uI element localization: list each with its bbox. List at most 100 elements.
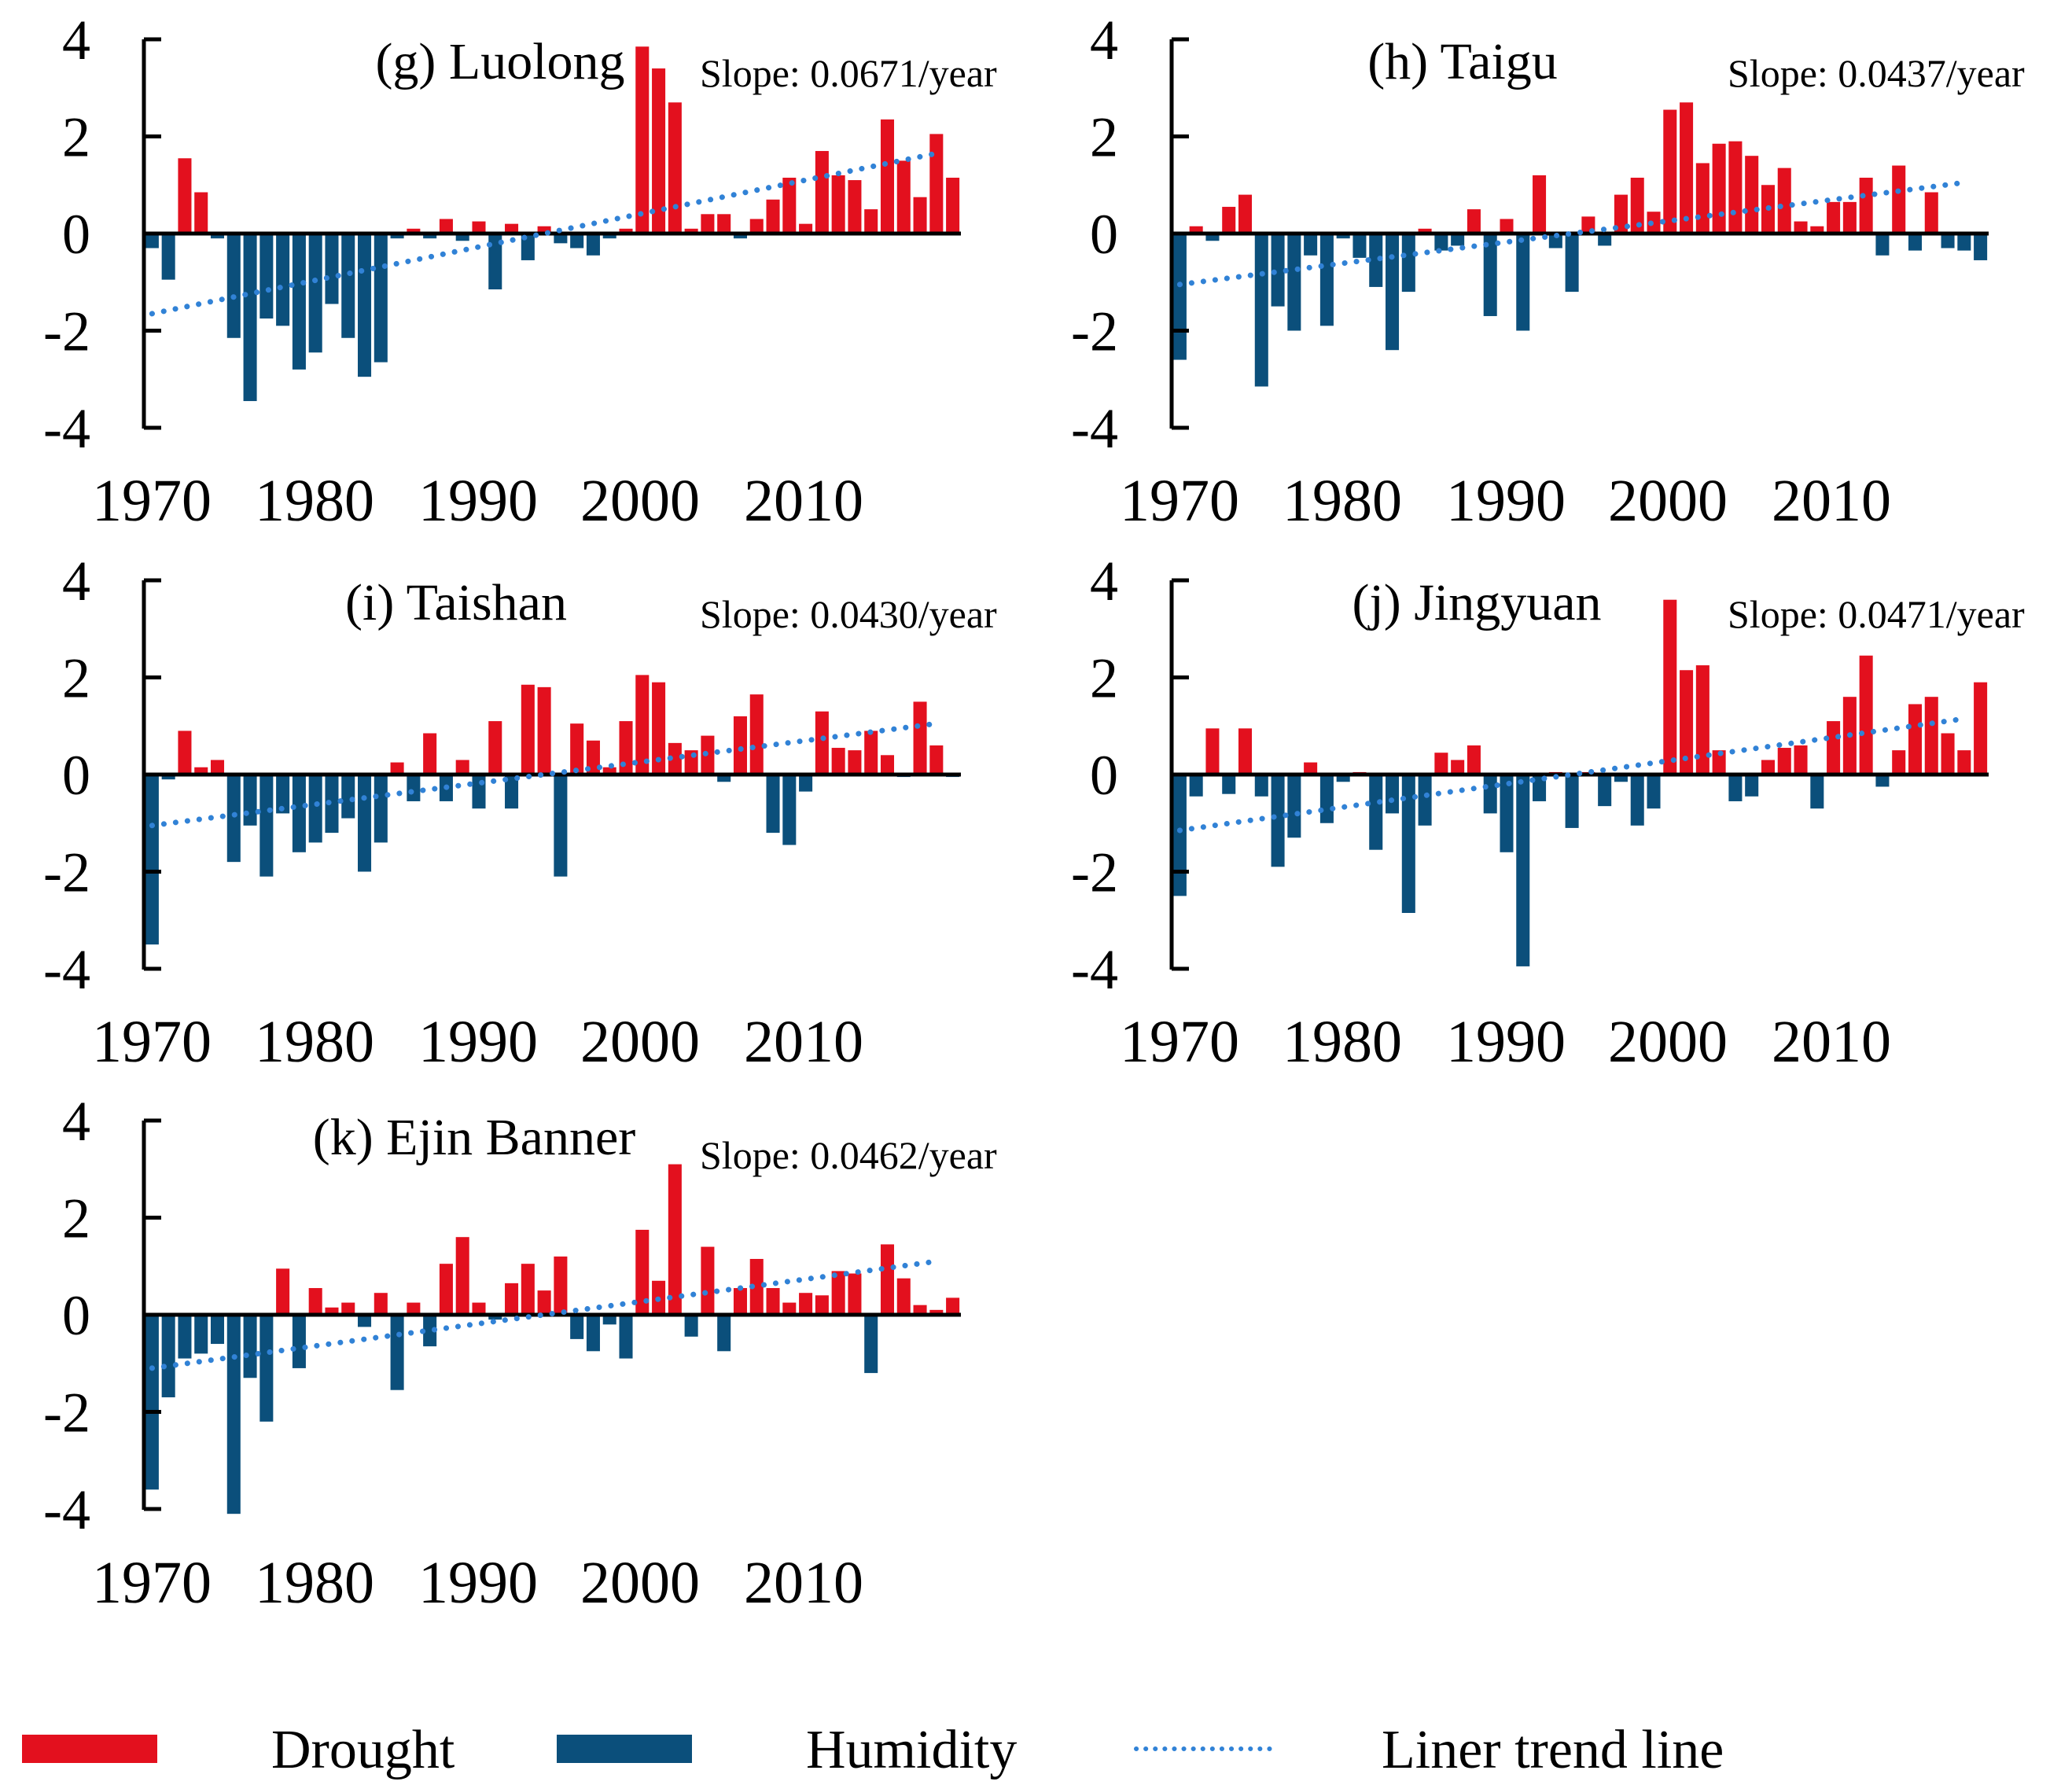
bar-1992: [505, 1283, 519, 1315]
bar-2015: [880, 119, 895, 234]
bar-2001: [652, 682, 666, 775]
bar-2009: [782, 775, 797, 845]
bar-2011: [815, 1295, 829, 1315]
bar-1990: [472, 775, 486, 809]
bar-2008: [766, 199, 780, 234]
bar-1996: [570, 723, 584, 775]
bar-2002: [668, 102, 682, 234]
bar-1986: [407, 775, 421, 801]
y-tick-label: -2: [43, 1382, 90, 1445]
bar-1982: [341, 775, 355, 819]
bar-1994: [1565, 775, 1579, 828]
bar-2010: [1827, 201, 1841, 234]
bar-2016: [896, 1278, 911, 1315]
bar-1990: [1500, 775, 1514, 852]
bar-2017: [913, 1305, 927, 1315]
bar-1984: [1401, 234, 1415, 293]
bar-1984: [374, 1293, 388, 1315]
bar-2008: [1794, 221, 1808, 234]
bar-1983: [358, 1315, 372, 1327]
bar-2003: [684, 1315, 698, 1337]
bar-2012: [1859, 655, 1873, 775]
bar-1974: [1238, 194, 1253, 234]
bar-1986: [407, 1302, 421, 1315]
y-tick-label: 0: [62, 203, 90, 266]
bar-2008: [766, 775, 780, 834]
bar-2017: [1941, 733, 1955, 775]
bar-1972: [178, 731, 192, 775]
bar-2009: [1810, 226, 1824, 234]
bar-1972: [1205, 728, 1220, 775]
bar-1978: [1304, 234, 1318, 256]
bar-1970: [145, 234, 159, 248]
bar-2003: [684, 228, 698, 234]
y-tick-label: -4: [43, 938, 90, 1001]
bar-1976: [243, 1315, 257, 1378]
y-tick-label: 2: [62, 1187, 90, 1250]
x-tick-label: 2010: [744, 468, 863, 534]
bar-2010: [799, 1293, 813, 1315]
x-tick-label: 1980: [1283, 1009, 1402, 1075]
bar-2013: [848, 180, 862, 234]
bar-1993: [521, 1264, 535, 1315]
bar-1989: [1483, 775, 1497, 814]
trend-line: [149, 150, 940, 317]
bar-2007: [1777, 167, 1791, 234]
bar-1994: [1565, 234, 1579, 293]
y-tick-label: 4: [62, 9, 90, 72]
bar-2013: [1875, 234, 1890, 256]
x-tick-label: 1980: [255, 1550, 374, 1616]
trend-line: [149, 720, 940, 829]
slope-annotation: Slope: 0.0671/year: [700, 51, 997, 95]
bar-1984: [374, 775, 388, 843]
bar-2011: [815, 151, 829, 234]
bar-2001: [652, 68, 666, 234]
bar-1997: [586, 740, 600, 775]
bar-1977: [259, 234, 274, 319]
bar-1978: [1304, 762, 1318, 775]
bar-1990: [1500, 219, 1514, 234]
bar-2011: [1842, 201, 1857, 234]
bar-1993: [521, 684, 535, 775]
bar-2016: [1924, 192, 1938, 234]
x-tick-label: 2010: [744, 1550, 863, 1616]
bar-1985: [1418, 775, 1432, 826]
bar-1989: [455, 760, 469, 775]
bar-2013: [848, 750, 862, 775]
bar-2000: [635, 675, 650, 775]
bar-2019: [946, 1297, 960, 1315]
x-tick-label: 2000: [580, 468, 700, 534]
x-tick-label: 1970: [1120, 1009, 1239, 1075]
x-tick-label: 1980: [1283, 468, 1402, 534]
bar-1987: [1451, 234, 1465, 246]
bar-2019: [1974, 682, 1988, 775]
bar-1995: [554, 775, 568, 877]
bar-1973: [1222, 775, 1236, 794]
legend-drought-label: Drought: [271, 1720, 455, 1780]
bar-2012: [831, 748, 845, 775]
x-tick-label: 1990: [1446, 1009, 1566, 1075]
bar-2017: [913, 701, 927, 775]
x-tick-label: 2000: [580, 1550, 700, 1616]
bar-1988: [1467, 745, 1481, 775]
bar-2000: [1663, 599, 1677, 775]
bar-1998: [1630, 775, 1644, 826]
y-tick-label: 0: [1090, 744, 1118, 807]
bar-2007: [749, 694, 764, 775]
legend: Drought Humidity Liner trend line: [22, 1720, 1724, 1780]
bar-1996: [1598, 775, 1612, 807]
bar-1975: [226, 234, 241, 338]
bar-1980: [1336, 234, 1350, 239]
bar-2014: [1892, 165, 1906, 234]
bar-1980: [308, 1288, 322, 1315]
bar-1975: [1254, 775, 1268, 797]
slope-annotation: Slope: 0.0471/year: [1728, 592, 2025, 636]
bar-1999: [619, 1315, 633, 1359]
bar-1992: [1533, 775, 1547, 801]
slope-annotation: Slope: 0.0462/year: [700, 1133, 997, 1177]
bar-2013: [1875, 775, 1890, 787]
